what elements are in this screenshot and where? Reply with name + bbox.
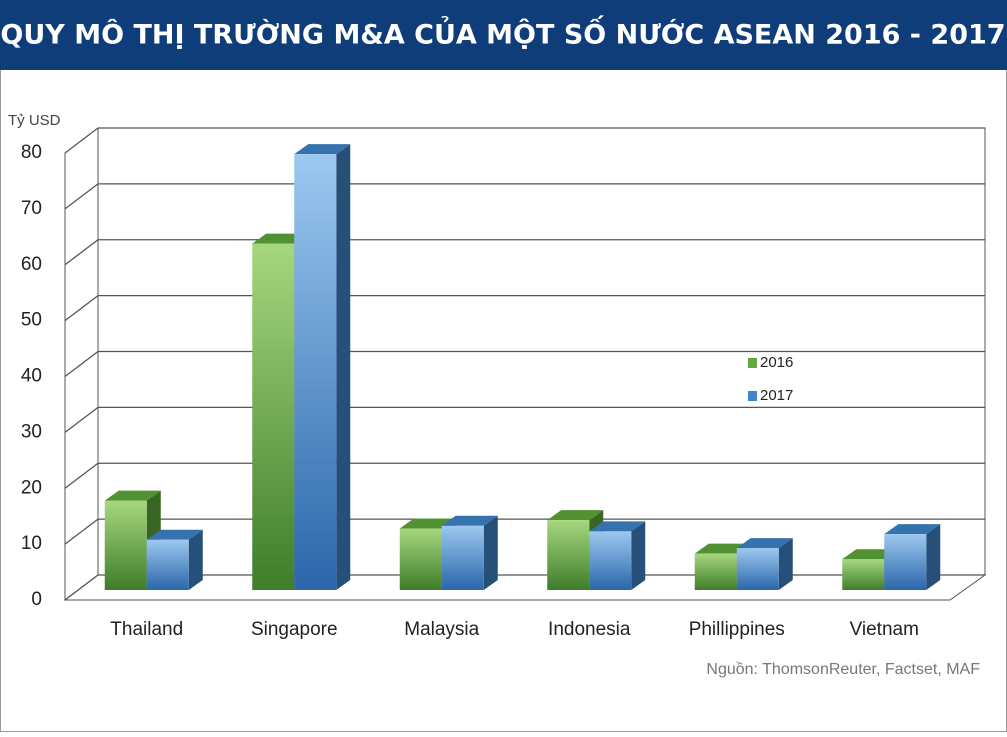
bar: [441, 515, 498, 590]
y-tick-label: 0: [31, 589, 42, 610]
bar-front: [884, 534, 927, 590]
x-tick-label: Phillippines: [689, 619, 785, 640]
bar-front: [146, 539, 189, 590]
bar-front: [547, 520, 590, 590]
legend-swatch: [748, 358, 757, 368]
legend-swatch: [748, 391, 757, 401]
header: [0, 0, 1007, 70]
legend-label: 2017: [760, 387, 793, 404]
y-tick-label: 50: [21, 310, 42, 331]
grid-line-side: [64, 295, 99, 322]
bar: [884, 524, 941, 590]
y-tick-label: 30: [21, 421, 42, 442]
x-tick-label: Singapore: [251, 619, 338, 640]
bar-front: [294, 154, 337, 591]
bar-side: [926, 524, 941, 590]
grid-line-side: [64, 350, 99, 378]
bar: [736, 538, 793, 590]
y-tick-label: 60: [21, 254, 42, 275]
bar-side: [631, 521, 646, 590]
bar-front: [736, 548, 779, 590]
bar-top: [441, 515, 498, 526]
bar-top: [294, 144, 351, 155]
bar-front: [694, 553, 737, 590]
y-tick-label: 70: [21, 198, 42, 219]
legend-label: 2016: [760, 354, 793, 371]
bar-side: [483, 515, 498, 590]
grid-line-side: [64, 574, 99, 601]
bar-front: [842, 559, 885, 590]
y-axis-label: Tỷ USD: [8, 112, 61, 129]
bar-top: [884, 524, 941, 535]
x-tick-label: Vietnam: [850, 619, 919, 640]
bar: [589, 521, 646, 590]
bar-top: [589, 521, 646, 532]
grid-line-side: [64, 183, 99, 210]
bar-side: [188, 529, 203, 590]
chart-title: QUY MÔ THỊ TRƯỜNG M&A CỦA MỘT SỐ NƯỚC AS…: [0, 15, 1005, 51]
x-tick-label: Thailand: [110, 619, 183, 640]
bar-top: [146, 529, 203, 540]
bar-front: [589, 531, 632, 590]
bar-side: [336, 144, 351, 591]
bar-front: [441, 525, 484, 590]
bar-top: [547, 510, 604, 521]
bar-front: [399, 528, 442, 590]
bar-top: [736, 538, 793, 549]
x-tick-label: Indonesia: [548, 619, 631, 640]
bar: [146, 529, 203, 590]
bar: [294, 144, 351, 591]
grid-line-side: [64, 518, 99, 545]
x-tick-label: Malaysia: [404, 619, 479, 640]
grid-line-side: [64, 462, 99, 489]
source: Nguồn: ThomsonReuter, Factset, MAF: [706, 661, 980, 678]
y-tick-label: 10: [21, 533, 42, 554]
y-tick-label: 20: [21, 477, 42, 498]
grid-line-side: [64, 127, 99, 154]
y-tick-label: 80: [21, 142, 42, 163]
bar-side: [778, 538, 793, 590]
grid-line-side: [64, 239, 99, 266]
grid-line-side: [64, 406, 99, 433]
bar-front: [104, 500, 147, 590]
bar-front: [252, 243, 295, 590]
bar-top: [104, 490, 161, 501]
y-tick-label: 40: [21, 366, 42, 387]
plot: 0 10 20 30 40 50 60 70 80 Thailand Singapore Malays…: [21, 127, 987, 640]
